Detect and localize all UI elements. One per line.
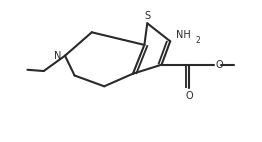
Text: 2: 2 — [195, 36, 200, 45]
Text: N: N — [54, 51, 61, 61]
Text: NH: NH — [177, 30, 191, 40]
Text: O: O — [185, 91, 193, 101]
Text: O: O — [215, 60, 223, 70]
Text: S: S — [144, 11, 150, 21]
